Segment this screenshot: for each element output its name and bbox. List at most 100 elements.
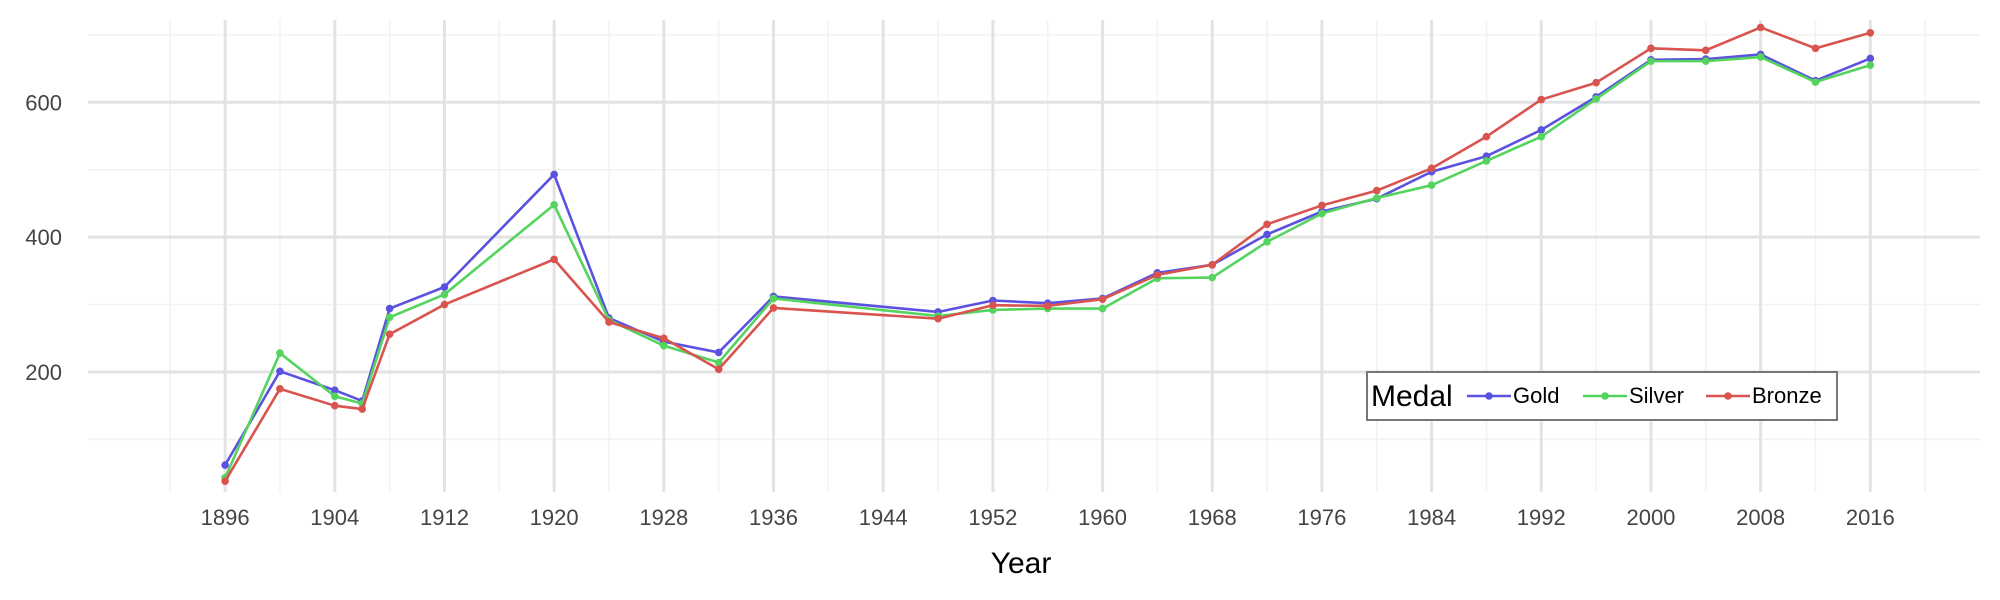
data-point-bronze	[1372, 186, 1381, 195]
x-tick-label: 1952	[968, 505, 1017, 530]
data-point-bronze	[934, 314, 942, 323]
data-point-silver	[1098, 304, 1107, 313]
y-tick-label: 200	[25, 360, 62, 385]
legend-title: Medal	[1371, 380, 1453, 413]
x-tick-label: 1936	[749, 505, 798, 530]
data-point-silver	[1427, 181, 1436, 189]
data-point-bronze	[440, 300, 449, 309]
data-point-gold	[276, 367, 284, 376]
y-axis-ticks: 200 400 600	[25, 90, 62, 385]
data-point-silver	[1592, 95, 1600, 103]
x-tick-label: 1976	[1297, 505, 1346, 530]
legend-item-silver: Silver	[1583, 383, 1684, 408]
data-point-bronze	[385, 330, 394, 339]
data-point-bronze	[989, 301, 997, 310]
data-point-silver	[1537, 132, 1546, 141]
data-point-bronze	[358, 405, 367, 413]
data-point-gold	[221, 461, 229, 469]
x-tick-label: 1928	[639, 505, 688, 530]
data-point-gold	[1866, 54, 1875, 63]
data-point-bronze	[221, 477, 229, 486]
data-point-bronze	[550, 255, 558, 264]
data-point-gold	[385, 304, 394, 313]
data-point-gold	[440, 283, 449, 291]
legend-key-point	[1485, 392, 1493, 400]
data-point-silver	[330, 392, 339, 401]
data-point-bronze	[1592, 78, 1600, 87]
x-tick-label: 1944	[859, 505, 908, 530]
x-tick-label: 1912	[420, 505, 469, 530]
data-point-gold	[1537, 126, 1546, 134]
data-point-bronze	[1208, 260, 1217, 269]
data-point-bronze	[1263, 220, 1271, 229]
legend-item-bronze: Bronze	[1706, 383, 1822, 408]
y-tick-label: 600	[25, 90, 62, 115]
data-point-silver	[1208, 273, 1217, 282]
data-point-bronze	[714, 365, 723, 374]
x-tick-label: 1904	[310, 505, 359, 530]
legend-key-point	[1601, 392, 1609, 400]
y-tick-label: 400	[25, 225, 62, 250]
series-lines	[221, 23, 1875, 486]
x-tick-label: 1896	[201, 505, 250, 530]
legend-label: Silver	[1629, 383, 1684, 408]
data-point-bronze	[660, 334, 668, 343]
data-point-bronze	[1318, 201, 1326, 210]
data-point-silver	[385, 313, 394, 322]
data-point-silver	[1482, 157, 1491, 165]
data-point-bronze	[1537, 95, 1546, 104]
data-point-silver	[440, 290, 449, 299]
x-tick-label: 1992	[1517, 505, 1566, 530]
legend-items: Gold Silver Bronze	[1467, 383, 1822, 408]
data-point-gold	[330, 386, 339, 394]
data-point-silver	[1701, 57, 1710, 65]
x-tick-label: 2008	[1736, 505, 1785, 530]
data-point-silver	[1318, 209, 1326, 218]
legend-label: Gold	[1513, 383, 1559, 408]
legend: Medal Gold Silver Bronze	[1366, 371, 1838, 421]
legend-item-gold: Gold	[1467, 383, 1559, 408]
data-point-bronze	[1482, 132, 1491, 141]
data-point-bronze	[1043, 302, 1052, 310]
data-point-silver	[1811, 78, 1820, 86]
x-tick-label: 1984	[1407, 505, 1456, 530]
data-point-silver	[276, 349, 284, 357]
x-tick-label: 1920	[530, 505, 579, 530]
data-point-bronze	[1701, 46, 1710, 55]
grid	[88, 20, 1980, 492]
legend-label: Bronze	[1752, 383, 1822, 408]
data-point-silver	[1372, 194, 1381, 202]
data-point-silver	[1647, 57, 1655, 65]
data-point-bronze	[769, 304, 778, 312]
x-axis-title: Year	[991, 547, 1052, 580]
x-tick-label: 1968	[1188, 505, 1237, 530]
data-point-gold	[550, 170, 558, 179]
data-point-silver	[1756, 53, 1765, 61]
series-bronze	[221, 23, 1875, 486]
data-point-bronze	[1427, 164, 1436, 173]
data-point-bronze	[1098, 295, 1107, 303]
data-point-gold	[1263, 230, 1271, 239]
data-point-bronze	[330, 401, 339, 410]
data-point-silver	[1866, 61, 1875, 69]
x-tick-label: 1960	[1078, 505, 1127, 530]
data-point-bronze	[1811, 44, 1820, 53]
data-point-silver	[660, 341, 668, 350]
data-point-bronze	[1756, 23, 1765, 32]
x-tick-label: 2016	[1846, 505, 1895, 530]
data-point-silver	[714, 358, 723, 367]
data-point-silver	[1263, 238, 1271, 246]
data-point-bronze	[1153, 271, 1162, 279]
data-point-gold	[714, 348, 723, 357]
data-point-bronze	[1647, 44, 1655, 53]
data-point-silver	[550, 200, 558, 209]
data-point-bronze	[276, 385, 284, 393]
data-point-silver	[769, 294, 778, 303]
data-point-bronze	[605, 318, 613, 326]
x-tick-label: 2000	[1626, 505, 1675, 530]
x-axis-ticks: 1896 1904 1912 1920 1928 1936 1944 1952 1960 1968…	[201, 505, 1895, 530]
legend-key-point	[1724, 392, 1732, 400]
data-point-bronze	[1866, 29, 1875, 37]
